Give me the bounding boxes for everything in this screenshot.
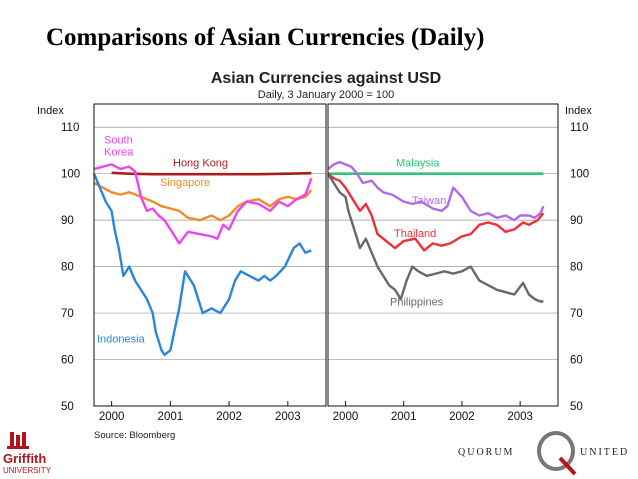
series-label: Indonesia [97, 333, 146, 345]
x-tick-label: 2003 [275, 411, 301, 423]
svg-text:QUORUM: QUORUM [458, 447, 514, 458]
x-tick-label: 2000 [99, 411, 125, 423]
series-line-singapore [93, 181, 313, 222]
series-label: South Korea [104, 134, 134, 158]
svg-text:UNIVERSITY: UNIVERSITY [3, 466, 52, 475]
y-tick-right: 80 [570, 262, 583, 274]
quorum-united-logo: QUORUM UNITED [458, 431, 629, 476]
series-line-hong-kong [111, 171, 312, 176]
series-line-south-korea [93, 163, 313, 245]
panel-frame [327, 103, 559, 407]
y-axis-label-right: Index [565, 105, 592, 117]
y-tick-right: 90 [570, 215, 583, 227]
slide-title: Comparisons of Asian Currencies (Daily) [46, 24, 485, 51]
y-tick-left: 80 [61, 262, 74, 274]
series-line-philippines [326, 173, 544, 303]
series-line-thailand [327, 172, 545, 252]
panel-frame [93, 103, 327, 407]
svg-text:UNITED: UNITED [580, 447, 629, 458]
y-tick-left: 90 [61, 215, 74, 227]
y-tick-left: 60 [61, 355, 74, 367]
svg-text:Griffith: Griffith [3, 451, 46, 466]
y-tick-left: 50 [61, 401, 74, 413]
chart-subtitle: Daily, 3 January 2000 = 100 [258, 89, 394, 101]
y-tick-left: 70 [61, 308, 74, 320]
chart-title: Asian Currencies against USD [211, 70, 441, 87]
y-tick-left: 100 [61, 169, 80, 181]
y-tick-right: 110 [570, 122, 588, 134]
series-label: Hong Kong [173, 157, 228, 169]
y-tick-left: 110 [61, 122, 79, 134]
x-tick-label: 2001 [158, 411, 184, 423]
series-label: Malaysia [396, 157, 440, 169]
series-label: Philippines [390, 297, 444, 309]
x-tick-label: 2002 [449, 411, 475, 423]
x-tick-label: 2000 [333, 411, 359, 423]
series-line-taiwan [327, 160, 545, 222]
series-line-indonesia [92, 173, 312, 357]
series-label: Singapore [160, 177, 210, 189]
griffith-logo: Griffith UNIVERSITY [3, 432, 52, 475]
x-tick-label: 2003 [507, 411, 533, 423]
currency-chart: Asian Currencies against USD Daily, 3 Ja… [37, 70, 592, 440]
y-tick-right: 50 [570, 401, 583, 413]
y-tick-right: 70 [570, 308, 583, 320]
x-tick-label: 2001 [391, 411, 417, 423]
series-label: Thailand [394, 228, 436, 240]
x-tick-label: 2002 [216, 411, 242, 423]
source-note: Source: Bloomberg [94, 430, 175, 440]
y-tick-right: 60 [570, 355, 583, 367]
y-axis-label-left: Index [37, 105, 64, 117]
y-tick-right: 100 [570, 169, 589, 181]
series-label: Taiwan [412, 195, 446, 207]
